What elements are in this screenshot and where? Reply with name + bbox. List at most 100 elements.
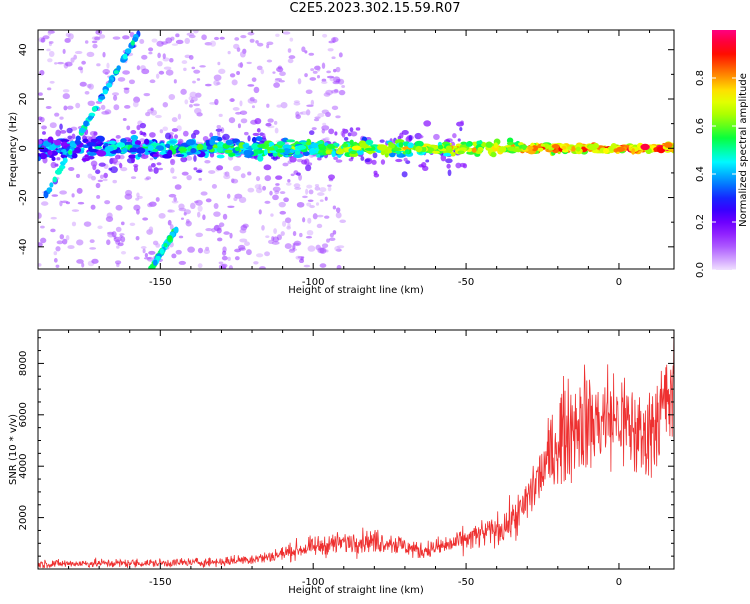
noise-dot xyxy=(183,67,187,72)
scatter-dot xyxy=(66,127,73,134)
band-dot xyxy=(152,153,159,158)
noise-dot xyxy=(326,75,335,79)
noise-dot xyxy=(198,177,202,181)
noise-dot xyxy=(237,123,241,129)
band-dot xyxy=(490,151,497,158)
y-tick-label: -20 xyxy=(18,189,29,205)
scatter-dot xyxy=(110,166,118,174)
noise-dot xyxy=(332,230,337,235)
band-dot xyxy=(234,146,241,152)
x-tick-label: -50 xyxy=(458,277,474,288)
scatter-dot xyxy=(119,162,123,169)
band-dot xyxy=(485,141,493,148)
noise-dot xyxy=(209,40,217,47)
band-dot xyxy=(392,147,402,152)
noise-dot xyxy=(228,265,233,269)
noise-dot xyxy=(217,61,221,66)
noise-dot xyxy=(177,113,182,120)
noise-dot xyxy=(163,66,172,70)
streak-dot xyxy=(159,248,164,255)
noise-dot xyxy=(251,77,257,82)
noise-dot xyxy=(319,187,327,193)
noise-dot xyxy=(284,217,292,224)
noise-dot xyxy=(175,249,182,255)
band-dot xyxy=(663,142,673,148)
y-tick-label: -40 xyxy=(18,239,29,255)
scatter-dot xyxy=(170,158,176,166)
noise-dot xyxy=(74,50,83,55)
band-dot xyxy=(59,138,70,143)
band-dot xyxy=(506,141,514,146)
noise-dot xyxy=(304,50,308,54)
scatter-dot xyxy=(364,158,371,163)
scatter-dot xyxy=(139,122,147,129)
scatter-dot xyxy=(195,169,203,173)
noise-dot xyxy=(284,243,292,250)
noise-dot xyxy=(299,232,303,238)
band-dot xyxy=(169,140,177,144)
noise-dot xyxy=(239,110,248,115)
noise-dot xyxy=(232,107,240,111)
band-dot xyxy=(190,147,197,154)
band-dot xyxy=(512,148,522,153)
scatter-dot xyxy=(263,164,272,171)
noise-dot xyxy=(157,167,164,171)
band-dot xyxy=(103,142,109,147)
noise-dot xyxy=(197,205,203,212)
noise-dot xyxy=(292,244,296,250)
band-dot xyxy=(310,147,316,153)
noise-dot xyxy=(331,56,336,60)
band-dot xyxy=(398,142,404,148)
band-dot xyxy=(94,145,103,150)
noise-dot xyxy=(258,209,262,215)
noise-dot xyxy=(271,236,275,241)
noise-dot xyxy=(262,185,267,191)
noise-dot xyxy=(236,71,241,76)
scatter-dot xyxy=(305,164,312,172)
band-dot xyxy=(405,149,410,154)
noise-dot xyxy=(130,176,137,179)
noise-dot xyxy=(62,238,68,245)
scatter-dot xyxy=(98,162,106,167)
noise-dot xyxy=(213,211,221,217)
band-dot xyxy=(335,149,344,155)
noise-dot xyxy=(86,51,95,57)
noise-dot xyxy=(65,61,73,67)
noise-dot xyxy=(119,233,125,236)
noise-dot xyxy=(178,260,187,265)
noise-dot xyxy=(334,245,341,252)
scatter-dot xyxy=(433,133,440,140)
band-dot xyxy=(54,139,62,146)
noise-dot xyxy=(38,263,42,267)
band-dot xyxy=(224,149,233,154)
band-dot xyxy=(206,146,213,150)
noise-dot xyxy=(135,235,140,241)
noise-dot xyxy=(309,77,317,81)
noise-dot xyxy=(282,162,289,167)
streak-dot xyxy=(169,231,176,237)
band-dot xyxy=(540,143,545,147)
noise-dot xyxy=(112,36,121,40)
noise-dot xyxy=(305,188,309,195)
noise-dot xyxy=(148,47,154,52)
noise-dot xyxy=(92,43,98,49)
colorbar-tick-label: 0.8 xyxy=(695,70,706,86)
noise-dot xyxy=(326,238,330,243)
band-dot xyxy=(471,141,478,146)
band-dot xyxy=(615,146,626,153)
noise-dot xyxy=(319,247,327,254)
band-dot xyxy=(305,141,312,146)
scatter-dot xyxy=(190,132,197,140)
noise-dot xyxy=(55,264,60,268)
noise-dot xyxy=(306,229,314,236)
band-dot xyxy=(252,149,260,155)
band-dot xyxy=(90,138,100,143)
noise-dot xyxy=(205,228,213,232)
noise-dot xyxy=(228,117,236,124)
noise-dot xyxy=(278,80,285,83)
noise-dot xyxy=(100,104,106,110)
noise-dot xyxy=(339,219,347,223)
noise-dot xyxy=(193,103,200,107)
noise-dot xyxy=(157,52,161,59)
band-dot xyxy=(567,146,572,150)
